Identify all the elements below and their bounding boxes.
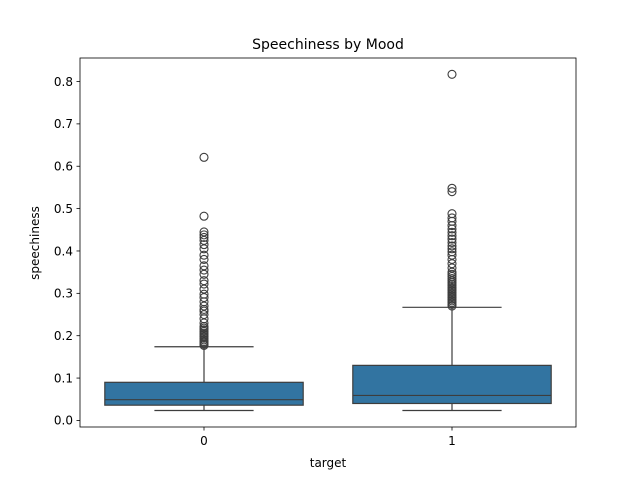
iqr-box (104, 381, 304, 406)
outlier-point (199, 152, 209, 162)
outlier-point (199, 254, 209, 264)
plot-frame (79, 57, 577, 428)
outlier-point (199, 276, 209, 286)
y-tick-label: 0.8 (54, 75, 73, 89)
y-tick-label: 0.7 (54, 117, 73, 131)
outlier-point (199, 250, 209, 260)
outlier-point (199, 279, 209, 289)
outlier-point (447, 209, 457, 219)
outlier-point (199, 261, 209, 271)
y-tick-label: 0.5 (54, 202, 73, 216)
x-tick-label: 0 (200, 434, 208, 448)
iqr-box (352, 364, 552, 405)
y-tick-label: 0.4 (54, 244, 73, 258)
outlier-point (199, 227, 209, 237)
outlier-point (199, 232, 209, 242)
outlier-point (199, 211, 209, 221)
y-tick-label: 0.6 (54, 160, 73, 174)
y-tick-label: 0.1 (54, 371, 73, 385)
x-tick-label: 1 (448, 434, 456, 448)
x-axis-label: target (310, 456, 347, 470)
box-group-0 (104, 152, 304, 412)
y-axis-label: speechiness (28, 206, 42, 280)
outlier-point (447, 69, 457, 79)
outlier-point (447, 250, 457, 260)
outlier-point (447, 247, 457, 257)
axes-layer: 0.0 0.1 0.2 0.3 0.4 0.5 0.6 0.7 0.8 0 1 (54, 75, 456, 448)
y-tick-label: 0.2 (54, 329, 73, 343)
outlier-point (447, 237, 457, 248)
outlier-point (447, 244, 457, 254)
outlier-point (447, 234, 457, 244)
outlier-point (447, 213, 457, 223)
y-tick-label: 0.3 (54, 287, 73, 301)
outlier-point (447, 187, 457, 197)
outlier-point (447, 231, 457, 241)
outlier-point (199, 230, 209, 240)
outlier-point (199, 265, 209, 275)
outlier-point (199, 289, 209, 299)
outlier-point (447, 241, 457, 251)
chart-title: Speechiness by Mood (252, 37, 404, 53)
outlier-point (447, 227, 457, 237)
boxes-layer (104, 69, 552, 412)
box-group-1 (352, 69, 552, 412)
outlier-point (199, 240, 209, 250)
outlier-point (447, 183, 457, 193)
y-tick-label: 0.0 (54, 414, 73, 428)
